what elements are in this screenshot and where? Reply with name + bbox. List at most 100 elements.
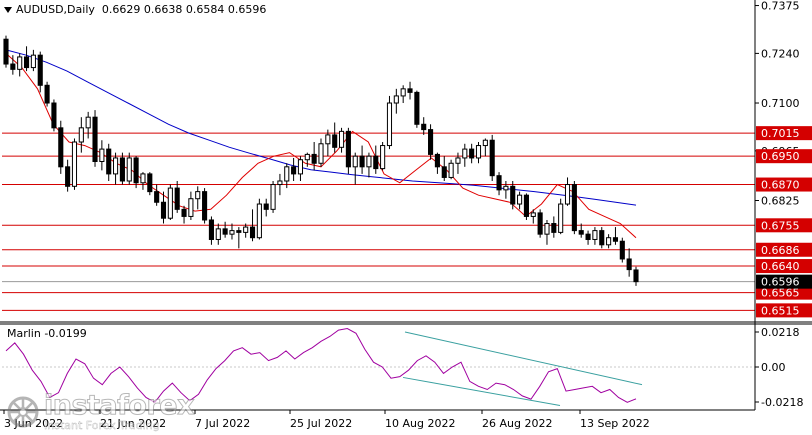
candle-body bbox=[256, 203, 262, 239]
candle bbox=[558, 198, 564, 235]
level-price-box bbox=[756, 126, 812, 141]
candle bbox=[243, 223, 249, 238]
candle-body bbox=[338, 130, 345, 148]
candle-body bbox=[229, 230, 235, 235]
candle bbox=[592, 227, 598, 245]
candle-body bbox=[332, 134, 338, 148]
candle-body bbox=[325, 134, 331, 145]
price-tick-label: 0.7240 bbox=[761, 47, 800, 60]
candle bbox=[195, 186, 201, 210]
candle-body bbox=[380, 145, 386, 170]
candle-body bbox=[154, 191, 160, 203]
candle bbox=[71, 138, 78, 190]
candle bbox=[366, 152, 372, 178]
candle-body bbox=[393, 95, 399, 104]
time-tick-label: 7 Jul 2022 bbox=[195, 417, 250, 430]
candle-body bbox=[496, 175, 502, 191]
current-price-label: 0.6596 bbox=[761, 276, 800, 289]
time-tick-label: 3 Jun 2022 bbox=[4, 417, 63, 430]
candle-body bbox=[85, 116, 91, 129]
time-tick-label: 25 Jul 2022 bbox=[290, 417, 352, 430]
candle bbox=[510, 180, 516, 210]
price-tick-label: 0.7100 bbox=[761, 97, 800, 110]
candle-body bbox=[633, 269, 639, 283]
candle bbox=[407, 81, 413, 100]
candle bbox=[414, 90, 420, 128]
candle bbox=[37, 51, 43, 93]
candle-body bbox=[407, 88, 413, 93]
candle-body bbox=[571, 184, 577, 232]
oscillator-tick-label: -0.0218 bbox=[761, 396, 803, 409]
candle bbox=[386, 95, 393, 150]
level-price-label: 0.6515 bbox=[761, 304, 800, 317]
level-price-label: 0.6870 bbox=[761, 179, 800, 192]
candle-body bbox=[578, 230, 584, 235]
candle-body bbox=[612, 237, 619, 242]
candle-body bbox=[23, 56, 30, 69]
candle bbox=[571, 180, 577, 235]
candle-body bbox=[523, 194, 529, 217]
candle-body bbox=[174, 187, 180, 210]
candle bbox=[400, 85, 406, 104]
candle bbox=[256, 198, 262, 240]
candle-body bbox=[503, 185, 509, 191]
candle bbox=[147, 172, 153, 196]
candle-body bbox=[58, 127, 64, 168]
level-price-label: 0.6686 bbox=[761, 244, 800, 257]
candle bbox=[564, 177, 571, 206]
candle-body bbox=[51, 102, 57, 129]
candle-body bbox=[400, 88, 406, 97]
level-price-box bbox=[756, 303, 812, 318]
candle-body bbox=[414, 91, 420, 125]
candle-body bbox=[558, 203, 564, 233]
candle-body bbox=[30, 54, 36, 69]
candle bbox=[599, 227, 605, 249]
candle bbox=[503, 180, 509, 199]
candle bbox=[291, 157, 297, 181]
candle bbox=[229, 223, 235, 240]
candle bbox=[174, 180, 180, 213]
candle-body bbox=[222, 228, 228, 235]
candle bbox=[92, 110, 98, 167]
candle bbox=[140, 172, 146, 190]
candle bbox=[208, 216, 214, 245]
current-price-box bbox=[756, 274, 812, 289]
candle-body bbox=[270, 184, 276, 210]
candle-body bbox=[140, 173, 146, 184]
candle-body bbox=[530, 212, 536, 217]
oscillator-tick-label: 0.0218 bbox=[761, 326, 800, 339]
candle-body bbox=[277, 180, 283, 186]
candle bbox=[154, 184, 160, 206]
oscillator-label: Marlin -0.0199 bbox=[7, 327, 87, 340]
candle bbox=[44, 81, 50, 107]
candle bbox=[51, 99, 57, 132]
candle-body bbox=[147, 173, 153, 193]
candle bbox=[270, 180, 276, 213]
chart-header: AUDUSD,Daily 0.6629 0.6638 0.6584 0.6596 bbox=[4, 3, 266, 16]
watermark-tagline: Instant Forex Trading bbox=[44, 419, 160, 432]
candle-body bbox=[373, 155, 379, 170]
candle bbox=[181, 205, 187, 224]
candle-body bbox=[386, 102, 393, 147]
candle-body bbox=[249, 226, 256, 239]
candle bbox=[277, 173, 283, 196]
dropdown-triangle-icon[interactable] bbox=[4, 7, 12, 13]
candle bbox=[65, 159, 71, 192]
candle-body bbox=[78, 127, 84, 143]
candle bbox=[297, 156, 304, 181]
candle bbox=[380, 142, 386, 171]
candle-body bbox=[619, 240, 625, 260]
candle bbox=[263, 198, 269, 217]
candle bbox=[325, 129, 331, 157]
candle bbox=[345, 127, 351, 174]
price-pane bbox=[2, 35, 755, 311]
candle-body bbox=[37, 54, 43, 86]
ohlc-values: 0.6629 0.6638 0.6584 0.6596 bbox=[101, 3, 267, 16]
candle bbox=[78, 117, 84, 153]
candle-body bbox=[113, 157, 119, 175]
time-tick-label: 10 Aug 2022 bbox=[385, 417, 455, 430]
candle bbox=[469, 143, 475, 164]
candle-body bbox=[263, 203, 269, 210]
candle-body bbox=[236, 230, 242, 233]
